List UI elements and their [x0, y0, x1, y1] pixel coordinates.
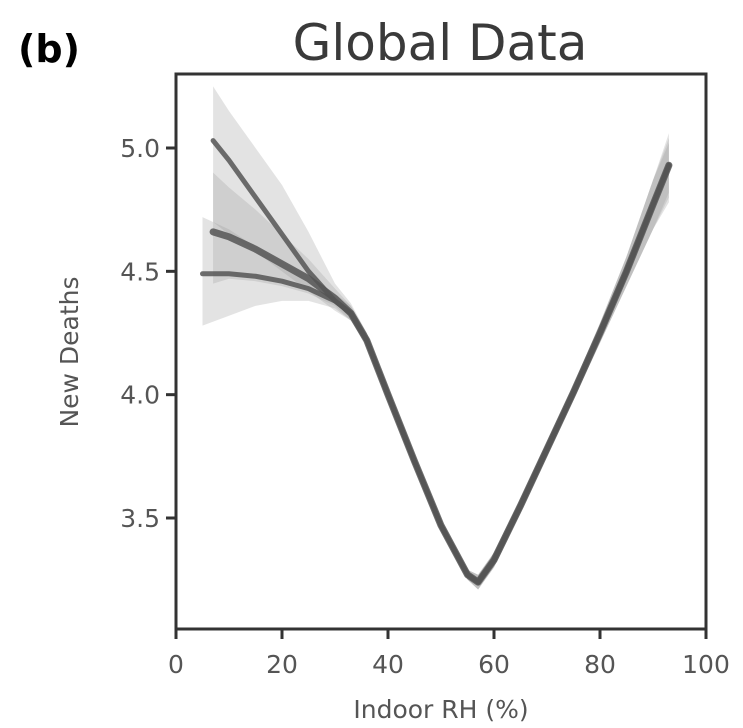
panel-label: (b): [18, 27, 80, 71]
x-tick-label: 40: [372, 650, 404, 679]
x-axis-label: Indoor RH (%): [353, 695, 528, 724]
y-axis-label: New Deaths: [55, 276, 84, 427]
x-tick-label: 60: [478, 650, 510, 679]
x-tick-label: 0: [168, 650, 184, 679]
x-tick-label: 100: [682, 650, 730, 679]
x-tick-label: 20: [266, 650, 298, 679]
x-tick-label: 80: [584, 650, 616, 679]
y-tick-label: 4.0: [120, 381, 160, 410]
y-tick-label: 5.0: [120, 134, 160, 163]
series-line-3: [200, 162, 672, 585]
chart-title: Global Data: [293, 14, 588, 72]
x-axis: 0 20 40 60 80 100: [168, 629, 730, 679]
y-tick-label: 3.5: [120, 504, 160, 533]
y-tick-label: 4.5: [120, 257, 160, 286]
y-axis: 3.5 4.0 4.5 5.0: [120, 134, 176, 533]
series-lines: [200, 138, 673, 586]
plot-frame: [174, 72, 708, 631]
